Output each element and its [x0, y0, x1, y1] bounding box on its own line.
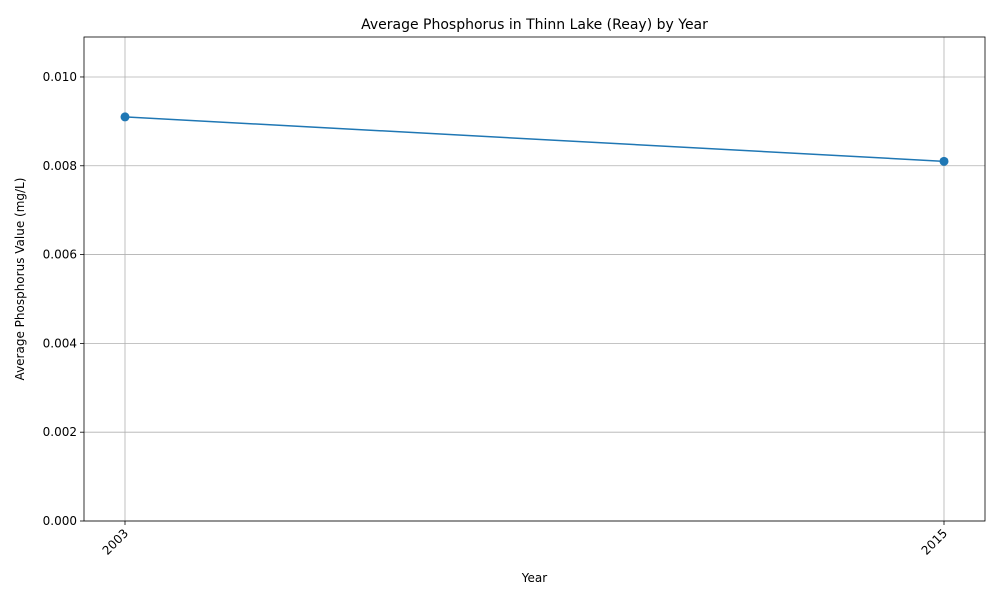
y-tick-label: 0.008: [43, 159, 77, 173]
y-tick-label: 0.002: [43, 425, 77, 439]
y-axis-label: Average Phosphorus Value (mg/L): [13, 178, 27, 381]
series-line: [124, 116, 945, 163]
y-tick-label: 0.004: [43, 336, 77, 350]
x-axis-label: Year: [521, 571, 547, 585]
series-layer: [120, 112, 949, 166]
plot-area-frame: [83, 36, 986, 522]
y-tick-label: 0.006: [43, 248, 77, 262]
chart-title: Average Phosphorus in Thinn Lake (Reay) …: [361, 17, 708, 33]
data-point: [120, 112, 130, 122]
y-tick-label: 0.000: [43, 514, 77, 528]
y-tick-label: 0.010: [43, 70, 77, 84]
data-point: [939, 156, 949, 166]
